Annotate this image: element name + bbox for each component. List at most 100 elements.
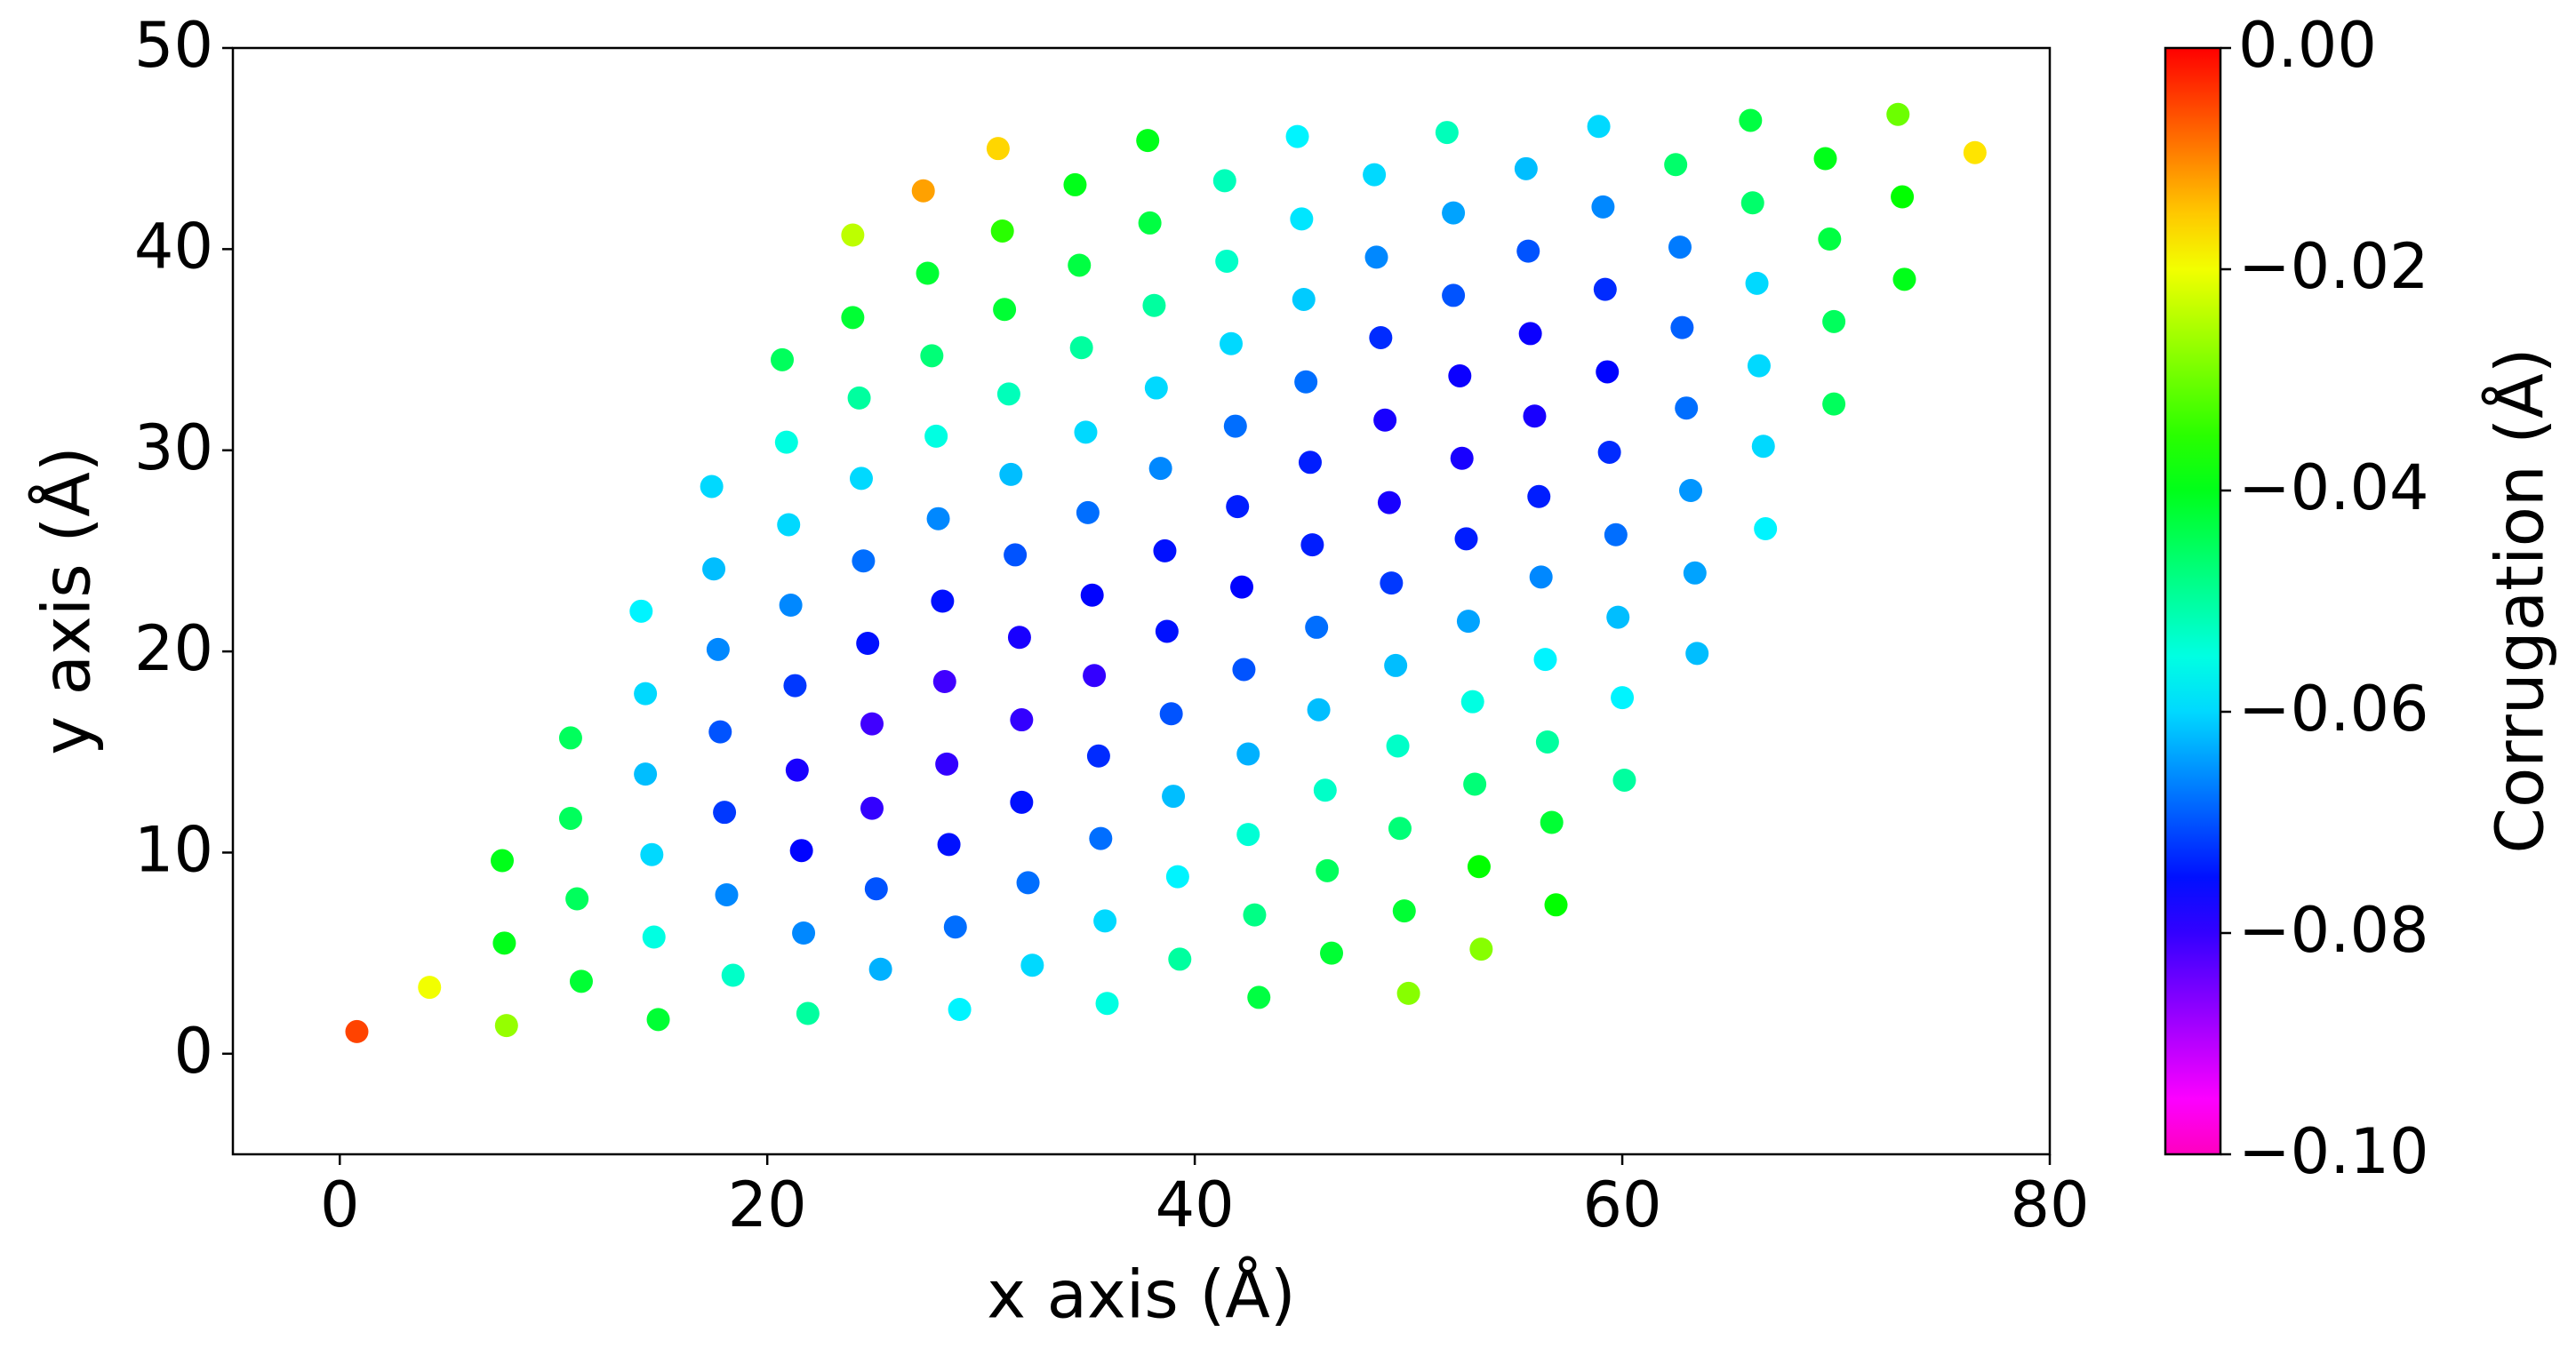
x-axis-label: x axis (Å) — [987, 1256, 1295, 1334]
scatter-point — [1144, 376, 1168, 400]
scatter-point — [1373, 408, 1397, 432]
scatter-point — [1155, 619, 1179, 643]
scatter-point — [1069, 336, 1093, 360]
scatter-point — [1596, 360, 1620, 384]
scatter-point — [926, 507, 950, 530]
scatter-point — [1153, 538, 1177, 562]
scatter-point — [569, 969, 593, 993]
scatter-point — [1822, 309, 1846, 333]
scatter-point — [1529, 565, 1553, 589]
scatter-point — [1460, 690, 1484, 714]
scatter-point — [642, 925, 666, 949]
scatter-point — [1604, 522, 1628, 546]
scatter-point — [1523, 404, 1547, 428]
scatter-point — [1089, 826, 1113, 850]
scatter-point — [1212, 169, 1236, 193]
scatter-point — [1307, 698, 1331, 722]
scatter-point — [1675, 396, 1699, 420]
scatter-point — [1285, 124, 1309, 148]
scatter-point — [1593, 277, 1617, 301]
scatter-point — [1298, 451, 1322, 475]
scatter-point — [1313, 778, 1337, 802]
scatter-point — [943, 915, 967, 939]
scatter-point — [1165, 865, 1189, 889]
scatter-point — [1751, 435, 1775, 459]
scatter-point — [999, 462, 1023, 486]
colorbar-tick-label: −0.08 — [2238, 894, 2429, 967]
scatter-point — [1230, 575, 1254, 599]
scatter-point — [1442, 201, 1466, 225]
scatter-point — [1162, 785, 1186, 809]
plot-frame — [231, 46, 2052, 1156]
scatter-point — [1740, 191, 1764, 215]
scatter-point — [1611, 686, 1635, 710]
scatter-point — [1247, 985, 1271, 1009]
scatter-point — [1606, 605, 1630, 629]
y-tick-label: 20 — [134, 612, 213, 685]
scatter-point — [1392, 899, 1416, 923]
scatter-point — [1086, 744, 1110, 768]
y-tick-label: 0 — [173, 1015, 213, 1088]
scatter-point — [935, 752, 959, 776]
scatter-point — [708, 720, 732, 744]
scatter-point — [1435, 121, 1459, 145]
scatter-point — [932, 670, 956, 694]
colorbar — [2164, 46, 2222, 1156]
scatter-point — [1544, 893, 1568, 917]
scatter-point — [1388, 817, 1412, 841]
scatter-point — [1597, 440, 1621, 464]
scatter-point — [1587, 115, 1611, 139]
scatter-point — [1076, 500, 1100, 524]
scatter-point — [713, 801, 737, 825]
scatter-point — [948, 998, 972, 1022]
scatter-point — [1963, 140, 1987, 164]
scatter-point — [706, 637, 730, 661]
scatter-point — [1316, 858, 1340, 882]
scatter-point — [1442, 283, 1466, 307]
colorbar-tick-label: −0.06 — [2238, 673, 2429, 746]
scatter-point — [1386, 734, 1410, 758]
scatter-point — [1223, 414, 1247, 438]
scatter-point — [1679, 479, 1703, 502]
scatter-point — [1456, 610, 1480, 634]
scatter-point — [1364, 245, 1388, 269]
x-tick-label: 0 — [320, 1169, 360, 1241]
x-tick-label: 20 — [728, 1169, 807, 1241]
scatter-point — [1363, 163, 1387, 187]
scatter-point — [1514, 156, 1538, 180]
x-tick-label: 80 — [2010, 1169, 2089, 1241]
scatter-point — [1095, 992, 1119, 1016]
y-tick-label: 50 — [134, 9, 213, 82]
scatter-point — [1236, 823, 1260, 847]
scatter-point — [1292, 287, 1316, 311]
scatter-point — [1454, 527, 1478, 551]
scatter-point — [852, 549, 876, 573]
scatter-point — [841, 306, 865, 330]
scatter-point — [868, 957, 892, 981]
scatter-point — [1320, 941, 1344, 965]
scatter-point — [1668, 235, 1692, 259]
scatter-point — [1533, 648, 1557, 672]
scatter-point — [558, 806, 582, 830]
scatter-point — [1886, 102, 1910, 126]
scatter-point — [700, 475, 724, 499]
scatter-point — [792, 921, 816, 945]
x-tick-label: 60 — [1583, 1169, 1662, 1241]
scatter-point — [993, 298, 1017, 322]
scatter-point — [1467, 855, 1491, 879]
scatter-point — [1745, 271, 1769, 295]
scatter-point — [796, 1001, 820, 1025]
scatter-point — [1396, 981, 1420, 1005]
scatter-point — [1010, 708, 1034, 732]
y-axis-label: y axis (Å) — [28, 446, 106, 754]
scatter-point — [1300, 533, 1324, 557]
scatter-point — [634, 682, 658, 706]
scatter-point — [849, 467, 873, 491]
scatter-point — [924, 424, 948, 448]
scatter-point — [1215, 249, 1239, 273]
colorbar-label: Corrugation (Å) — [2481, 347, 2559, 853]
scatter-point — [1063, 172, 1087, 196]
scatter-point — [1516, 239, 1540, 263]
